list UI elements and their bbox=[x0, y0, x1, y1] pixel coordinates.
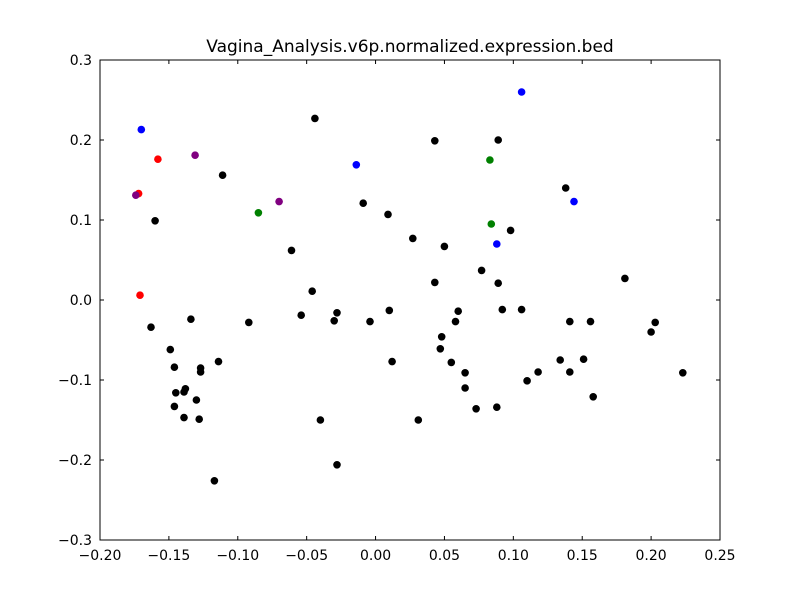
scatter-point bbox=[498, 305, 507, 314]
x-tick-label: −0.20 bbox=[79, 548, 122, 564]
y-tick-label: −0.1 bbox=[58, 373, 92, 389]
scatter-point bbox=[218, 171, 227, 179]
scatter-point bbox=[651, 318, 659, 327]
scatter-point bbox=[187, 315, 195, 324]
scatter-point bbox=[384, 210, 392, 219]
x-tick-label: 0.15 bbox=[567, 548, 598, 564]
scatter-point bbox=[586, 317, 595, 326]
y-tick-label: −0.2 bbox=[58, 453, 92, 469]
scatter-point bbox=[461, 384, 469, 392]
scatter-point bbox=[147, 323, 155, 332]
x-tick-label: −0.10 bbox=[216, 548, 259, 564]
scatter-point bbox=[517, 305, 526, 314]
scatter-point bbox=[366, 317, 374, 326]
scatter-point bbox=[254, 209, 263, 217]
scatter-point bbox=[136, 291, 144, 300]
scatter-point bbox=[180, 388, 188, 396]
x-tick-label: −0.15 bbox=[147, 548, 190, 564]
scatter-point bbox=[454, 307, 463, 316]
data-points bbox=[132, 88, 687, 485]
scatter-point bbox=[506, 226, 515, 235]
scatter-point bbox=[494, 279, 503, 288]
scatter-point bbox=[461, 369, 469, 377]
scatter-point bbox=[447, 358, 456, 367]
scatter-point bbox=[385, 306, 394, 315]
y-tick-label: 0.3 bbox=[70, 53, 92, 69]
scatter-point bbox=[414, 416, 423, 424]
scatter-point bbox=[472, 405, 480, 413]
scatter-point bbox=[561, 184, 570, 192]
scatter-point bbox=[172, 389, 180, 397]
scatter-point bbox=[409, 234, 417, 243]
scatter-point bbox=[431, 278, 439, 287]
scatter-point bbox=[287, 246, 296, 255]
scatter-point bbox=[436, 345, 445, 353]
scatter-point bbox=[486, 156, 494, 164]
scatter-point bbox=[151, 217, 159, 225]
scatter-point bbox=[566, 317, 574, 326]
scatter-point bbox=[170, 363, 179, 372]
scatter-point bbox=[437, 333, 446, 341]
scatter-point bbox=[388, 357, 396, 366]
scatter-point bbox=[214, 357, 223, 366]
scatter-point bbox=[333, 309, 341, 317]
scatter-point bbox=[566, 368, 574, 376]
x-tick-label: 0.10 bbox=[498, 548, 529, 564]
scatter-point bbox=[170, 402, 179, 411]
scatter-point bbox=[494, 136, 503, 144]
x-tick-label: 0.25 bbox=[704, 548, 735, 564]
x-tick-label: −0.05 bbox=[285, 548, 328, 564]
scatter-point bbox=[196, 368, 205, 376]
scatter-point bbox=[679, 369, 687, 377]
axis-ticks: −0.20 −0.15 −0.10 −0.05 0.00 0.05 0.10 0.15 0.20… bbox=[58, 53, 736, 564]
scatter-point bbox=[451, 317, 460, 326]
scatter-point bbox=[523, 377, 531, 385]
scatter-point bbox=[333, 461, 341, 469]
scatter-point bbox=[487, 220, 496, 228]
scatter-point bbox=[579, 355, 588, 364]
scatter-point bbox=[311, 114, 319, 123]
x-tick-label: 0.20 bbox=[636, 548, 667, 564]
scatter-point bbox=[180, 413, 188, 422]
scatter-point bbox=[154, 155, 162, 163]
y-tick-label: 0.1 bbox=[70, 213, 92, 229]
scatter-point bbox=[621, 274, 629, 283]
scatter-point bbox=[275, 197, 283, 206]
scatter-point bbox=[166, 345, 175, 354]
y-tick-label: −0.3 bbox=[58, 533, 92, 549]
scatter-point bbox=[245, 318, 253, 327]
scatter-point bbox=[192, 396, 201, 404]
scatter-point bbox=[493, 240, 501, 248]
scatter-point bbox=[647, 328, 655, 336]
scatter-point bbox=[308, 287, 317, 296]
scatter-point bbox=[297, 311, 306, 320]
scatter-point bbox=[137, 125, 146, 134]
chart-title: Vagina_Analysis.v6p.normalized.expressio… bbox=[206, 37, 613, 57]
scatter-point bbox=[556, 356, 564, 364]
scatter-point bbox=[589, 393, 597, 401]
scatter-point bbox=[440, 242, 449, 251]
scatter-point bbox=[431, 137, 439, 145]
scatter-point bbox=[477, 266, 486, 275]
scatter-point bbox=[352, 161, 361, 169]
y-tick-label: 0.0 bbox=[70, 293, 92, 309]
x-tick-label: 0.05 bbox=[429, 548, 460, 564]
scatter-point bbox=[517, 88, 526, 96]
y-tick-label: 0.2 bbox=[70, 133, 92, 149]
scatter-point bbox=[191, 151, 199, 159]
scatter-point bbox=[210, 477, 219, 485]
scatter-point bbox=[195, 415, 203, 424]
scatter-point bbox=[570, 197, 578, 206]
scatter-point bbox=[316, 416, 325, 424]
x-tick-label: 0.00 bbox=[360, 548, 391, 564]
scatter-point bbox=[493, 403, 501, 412]
scatter-point bbox=[330, 317, 339, 325]
scatter-point bbox=[534, 368, 542, 376]
scatter-point bbox=[132, 191, 140, 199]
scatter-point bbox=[359, 199, 368, 207]
